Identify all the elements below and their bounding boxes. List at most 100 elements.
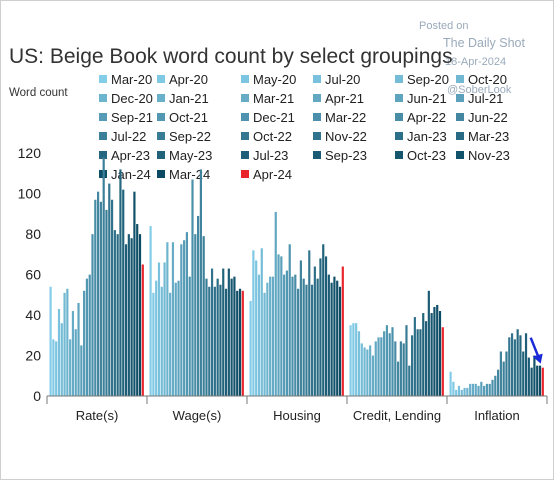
bar [127, 234, 130, 396]
bar [180, 244, 183, 396]
bar [305, 284, 308, 396]
bar [183, 240, 186, 396]
bar [502, 361, 505, 396]
y-axis-label: Word count [9, 87, 68, 99]
bar [510, 333, 514, 396]
bar [97, 191, 100, 396]
bar [369, 345, 372, 396]
bar [488, 383, 491, 396]
legend-label: Mar-24 [169, 167, 210, 182]
bar [385, 325, 389, 396]
bar [433, 306, 436, 396]
bar [241, 290, 244, 396]
bar [480, 381, 483, 396]
legend-label: Oct-23 [407, 148, 446, 163]
bar [377, 337, 380, 396]
bar [116, 234, 119, 396]
bar [74, 329, 77, 396]
bar [219, 284, 222, 396]
bar [413, 317, 416, 396]
bar [133, 191, 136, 396]
y-tick-label: 20 [25, 348, 41, 364]
legend-label: Oct-20 [468, 72, 507, 87]
bar [330, 282, 333, 396]
bar [160, 286, 163, 396]
legend-swatch [456, 94, 464, 102]
legend-label: Nov-23 [468, 148, 510, 163]
bar [138, 234, 142, 396]
bar [391, 327, 394, 396]
y-tick-label: 0 [33, 388, 41, 404]
bar [249, 300, 252, 396]
legend-swatch [313, 94, 321, 102]
bar [99, 201, 102, 396]
arrow-shaft [529, 337, 540, 359]
bar [269, 276, 272, 396]
bar [302, 278, 305, 396]
bar [513, 339, 516, 396]
legend-label: Mar-21 [253, 91, 294, 106]
bar [308, 250, 311, 396]
bar [288, 244, 291, 396]
legend-swatch [99, 94, 107, 102]
bar [505, 351, 508, 396]
legend-label: Jan-24 [111, 167, 151, 182]
category-label: Credit, Lending [353, 408, 441, 423]
legend-swatch [395, 151, 403, 159]
bar [88, 274, 91, 396]
bar [394, 341, 397, 396]
bar [149, 226, 152, 396]
legend-label: Jan-21 [169, 91, 209, 106]
bar [388, 333, 391, 396]
bar [408, 365, 411, 396]
bar [205, 278, 208, 396]
bar [163, 262, 166, 396]
bar [399, 341, 402, 396]
y-tick-label: 100 [18, 186, 42, 202]
bar [477, 385, 480, 396]
bar [494, 375, 497, 396]
bar [85, 278, 89, 396]
legend-swatch [241, 75, 249, 83]
legend-swatch [313, 151, 321, 159]
bar [422, 313, 425, 396]
bar [271, 276, 275, 396]
legend-swatch [395, 113, 403, 121]
legend: Mar-20 Apr-20 May-20 Jul-20 Sep-20 Oct-20 Dec-… [99, 72, 510, 182]
legend-swatch [456, 75, 464, 83]
bar [208, 286, 211, 396]
bar [299, 260, 302, 396]
bar [485, 383, 489, 396]
bar [338, 286, 342, 396]
bar [238, 288, 242, 396]
legend-swatch [99, 113, 107, 121]
bar [322, 244, 325, 396]
bar [291, 276, 294, 396]
y-tick-label: 60 [25, 267, 41, 283]
bar [152, 292, 155, 396]
legend-label: Apr-20 [169, 72, 208, 87]
bar [397, 361, 400, 396]
bar [499, 351, 502, 396]
bar [436, 304, 439, 396]
bar [416, 329, 419, 396]
legend-swatch [99, 75, 107, 83]
legend-label: Jun-22 [468, 110, 508, 125]
bar [210, 268, 214, 396]
bar [310, 284, 314, 396]
legend-swatch [456, 132, 464, 140]
bar [166, 242, 169, 396]
legend-swatch [456, 151, 464, 159]
bar [71, 311, 75, 396]
bar [169, 292, 172, 396]
bar [355, 323, 358, 396]
bar [255, 260, 258, 396]
bar [130, 238, 133, 396]
bar [516, 329, 519, 396]
bar [460, 389, 463, 396]
bar [94, 199, 97, 396]
bar [524, 333, 528, 396]
legend-label: Dec-21 [253, 110, 295, 125]
legend-swatch [395, 94, 403, 102]
